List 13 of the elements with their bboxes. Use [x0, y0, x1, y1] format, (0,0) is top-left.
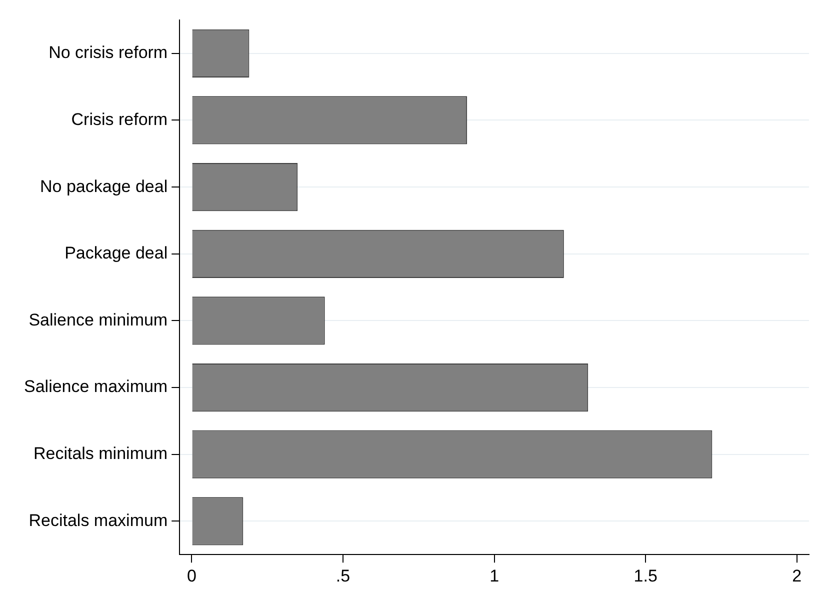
y-tick-label: No package deal — [40, 176, 168, 196]
x-tick-label: .5 — [336, 566, 350, 586]
y-tick-label: No crisis reform — [48, 43, 168, 62]
x-tick-label: 1 — [490, 566, 500, 586]
y-tick-label: Salience minimum — [28, 310, 168, 330]
y-tick-label: Recitals minimum — [33, 444, 168, 464]
x-tick-label: 1.5 — [634, 566, 658, 586]
y-tick-label: Salience maximum — [24, 377, 168, 396]
x-tick-label: 2 — [792, 566, 802, 586]
x-tick-label: 0 — [186, 566, 196, 586]
y-tick-label: Package deal — [64, 244, 168, 263]
y-tick-label: Recitals maximum — [28, 510, 168, 530]
y-tick-label: Crisis reform — [71, 110, 168, 129]
